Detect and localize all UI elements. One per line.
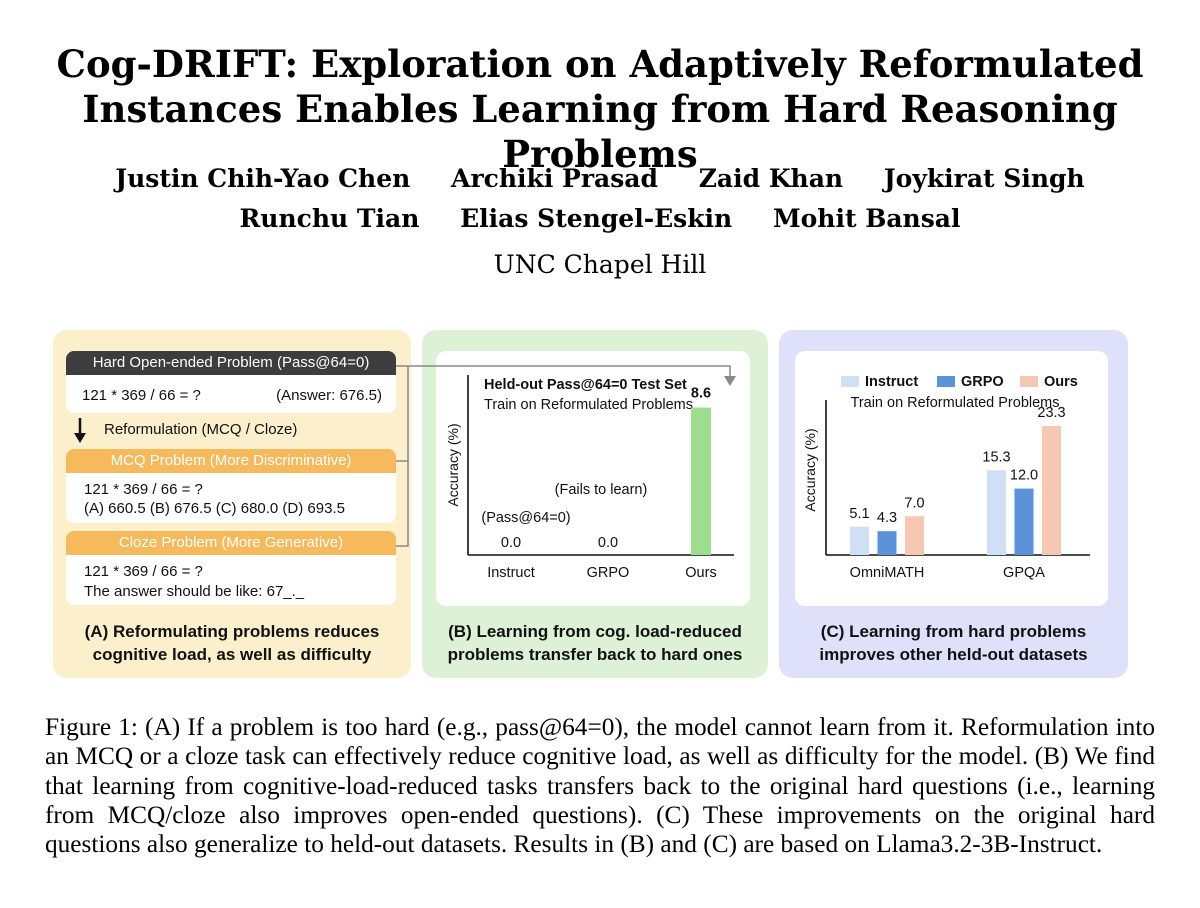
mcq-box: 121 * 369 / 66 = ? (A) 660.5 (B) 676.5 (… xyxy=(66,473,396,523)
panel-a-caption: (A) Reformulating problems reduces cogni… xyxy=(53,620,411,666)
chart-c-ylabel: Accuracy (%) xyxy=(802,428,818,511)
cloze-hint: The answer should be like: 67_._ xyxy=(84,583,305,600)
hard-problem-header: Hard Open-ended Problem (Pass@64=0) xyxy=(66,351,396,375)
connector-arrowhead-icon xyxy=(724,376,736,386)
author-name: Archiki Prasad xyxy=(451,164,658,193)
bar-grpo-gpqa xyxy=(1014,488,1034,555)
x-tick-label: GPQA xyxy=(1003,565,1045,581)
legend-swatch-instruct xyxy=(841,376,859,387)
mcq-options: (A) 660.5 (B) 676.5 (C) 680.0 (D) 693.5 xyxy=(84,500,345,517)
author-name: Runchu Tian xyxy=(239,204,420,233)
data-label: 23.3 xyxy=(1037,405,1065,421)
paper-title: Cog-DRIFT: Exploration on Adaptively Ref… xyxy=(0,42,1200,177)
cloze-header: Cloze Problem (More Generative) xyxy=(66,531,396,555)
title-line-2: Instances Enables Learning from Hard Rea… xyxy=(82,87,1118,176)
data-label: 0.0 xyxy=(501,535,521,551)
cloze-box: 121 * 369 / 66 = ? The answer should be … xyxy=(66,555,396,605)
bar-grpo-omnimath xyxy=(877,531,897,555)
x-tick-label: GRPO xyxy=(587,565,630,581)
down-arrow-icon xyxy=(73,418,87,449)
mcq-question: 121 * 369 / 66 = ? xyxy=(84,481,203,498)
chart-b-subtitle: Train on Reformulated Problems xyxy=(484,397,693,413)
bar-ours-gpqa xyxy=(1042,426,1061,555)
author-row-1: Justin Chih-Yao Chen Archiki Prasad Zaid… xyxy=(0,164,1200,193)
data-label: 0.0 xyxy=(598,535,618,551)
annotation-pass64: (Pass@64=0) xyxy=(481,510,570,526)
data-label: 15.3 xyxy=(982,449,1010,465)
panel-c-caption: (C) Learning from hard problems improves… xyxy=(779,620,1128,666)
cloze-question: 121 * 369 / 66 = ? xyxy=(84,563,203,580)
x-tick-label: OmniMATH xyxy=(850,565,925,581)
caption-line: (C) Learning from hard problems xyxy=(820,622,1087,641)
legend-label-grpo: GRPO xyxy=(961,374,1004,390)
chart-b: Held-out Pass@64=0 Test Set Train on Refo… xyxy=(445,375,734,581)
data-label: 7.0 xyxy=(904,495,924,511)
author-name: Elias Stengel-Eskin xyxy=(460,204,733,233)
caption-line: (A) Reformulating problems reduces xyxy=(84,622,380,641)
data-label: 8.6 xyxy=(691,386,711,402)
chart-b-title: Held-out Pass@64=0 Test Set xyxy=(484,377,687,393)
caption-line: problems transfer back to hard ones xyxy=(447,645,743,664)
legend-label-ours: Ours xyxy=(1044,374,1078,390)
bar-ours xyxy=(691,407,711,555)
caption-line: (B) Learning from cog. load-reduced xyxy=(448,622,742,641)
annotation-fails-to-learn: (Fails to learn) xyxy=(555,482,648,498)
reformulation-label: Reformulation (MCQ / Cloze) xyxy=(104,421,298,438)
panel-b-caption: (B) Learning from cog. load-reduced prob… xyxy=(422,620,768,666)
bar-instruct-omnimath xyxy=(850,526,869,555)
legend-swatch-ours xyxy=(1020,376,1038,387)
author-row-2: Runchu Tian Elias Stengel-Eskin Mohit Ba… xyxy=(0,204,1200,233)
affiliation: UNC Chapel Hill xyxy=(493,250,707,279)
hard-question: 121 * 369 / 66 = ? xyxy=(82,387,201,404)
chart-c: Accuracy (%) Train on Reformulated Proble… xyxy=(802,374,1090,581)
author-name: Mohit Bansal xyxy=(772,204,961,233)
author-name: Zaid Khan xyxy=(698,164,844,193)
chart-b-ylabel: Accuracy (%) xyxy=(445,423,461,506)
hard-answer: (Answer: 676.5) xyxy=(276,387,382,404)
bar-ours-omnimath xyxy=(905,516,924,555)
x-tick-label: Instruct xyxy=(487,565,535,581)
data-label: 4.3 xyxy=(877,510,897,526)
chart-c-subtitle: Train on Reformulated Problems xyxy=(851,395,1060,411)
legend-label-instruct: Instruct xyxy=(865,374,918,390)
data-label: 12.0 xyxy=(1010,468,1038,484)
author-name: Joykirat Singh xyxy=(883,164,1085,193)
bar-instruct-gpqa xyxy=(987,470,1006,555)
legend-swatch-grpo xyxy=(937,376,955,387)
figure-caption: Figure 1: (A) If a problem is too hard (… xyxy=(45,713,1155,859)
connector-lines xyxy=(396,365,731,547)
data-label: 5.1 xyxy=(849,506,869,522)
author-name: Justin Chih-Yao Chen xyxy=(115,164,411,193)
caption-line: improves other held-out datasets xyxy=(819,645,1088,664)
x-tick-label: Ours xyxy=(685,565,716,581)
mcq-header: MCQ Problem (More Discriminative) xyxy=(66,449,396,473)
hard-problem-box: 121 * 369 / 66 = ? (Answer: 676.5) xyxy=(66,375,396,413)
title-line-1: Cog-DRIFT: Exploration on Adaptively Ref… xyxy=(56,42,1144,86)
caption-line: cognitive load, as well as difficulty xyxy=(92,645,372,664)
